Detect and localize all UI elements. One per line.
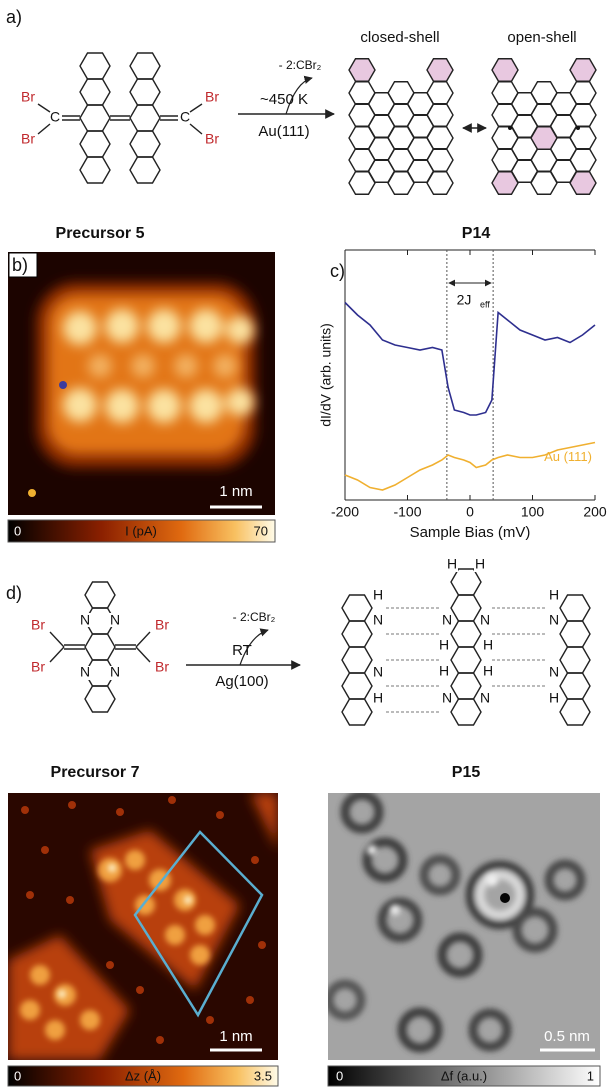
- structure-label: closed-shell: [360, 29, 439, 46]
- precursor-name: Precursor 5: [56, 225, 145, 242]
- y-axis-label: dI/dV (arb. units): [318, 323, 334, 427]
- atom-label: Br: [31, 659, 45, 675]
- reaction-surface: Au(111): [258, 123, 309, 140]
- closed-shell-structure: [349, 59, 453, 195]
- reaction-surface: Ag(100): [215, 673, 268, 690]
- colorbar-min: 0: [14, 523, 21, 538]
- precursor-7-structure: [50, 582, 150, 712]
- atom-label: H: [447, 556, 457, 572]
- x-tick-label: 200: [583, 504, 607, 520]
- atom-label: Br: [21, 131, 35, 147]
- colorbar-max: 3.5: [254, 1068, 272, 1083]
- x-tick-label: -200: [331, 504, 359, 520]
- atom-label: Br: [205, 89, 219, 105]
- colorbar-label: I (pA): [125, 523, 157, 538]
- atom-label: H: [549, 690, 559, 706]
- precursor-name: Precursor 7: [51, 764, 140, 781]
- data-line: [345, 303, 595, 416]
- gap-label: 2J: [457, 292, 472, 308]
- colorbar-max: 70: [254, 523, 268, 538]
- atom-label: H: [439, 637, 449, 653]
- atom-label: Br: [31, 617, 45, 633]
- panel-label: b): [12, 255, 28, 275]
- atom-label: N: [373, 612, 383, 628]
- colorbar-label: Δf (a.u.): [441, 1068, 487, 1083]
- atom-label: H: [373, 587, 383, 603]
- afm-image: [328, 793, 600, 1060]
- reaction-byproduct: - 2:CBr₂: [233, 610, 276, 624]
- figure: a) d) Br C Br Br C Br - 2:CBr₂ ~450 K Au…: [0, 0, 609, 1089]
- colorbar-max: 1: [587, 1068, 594, 1083]
- didv-plot: -200 -100 0 100 200 Sample Bias (mV) dI/dV (ar…: [318, 250, 607, 541]
- atom-label: N: [549, 612, 559, 628]
- atom-label: H: [439, 663, 449, 679]
- series-label: Au (111): [544, 449, 592, 464]
- atom-label: N: [442, 690, 452, 706]
- stm-current-image: [8, 252, 275, 515]
- atom-label: N: [549, 664, 559, 680]
- reaction-temperature: ~450 K: [260, 91, 308, 108]
- scale-bar-label: 0.5 nm: [544, 1028, 590, 1045]
- atom-label: C: [180, 109, 190, 125]
- scale-bar-label: 1 nm: [219, 483, 252, 500]
- panel-label: d): [6, 583, 22, 603]
- atom-label: H: [549, 587, 559, 603]
- atom-label: N: [480, 690, 490, 706]
- atom-label: Br: [155, 617, 169, 633]
- atom-label: H: [475, 556, 485, 572]
- atom-label: H: [373, 690, 383, 706]
- atom-label: H: [483, 663, 493, 679]
- atom-label: Br: [155, 659, 169, 675]
- reaction-temperature: RT: [232, 642, 252, 659]
- atom-label: N: [80, 664, 90, 680]
- product-name: P15: [452, 764, 481, 781]
- atom-label: Br: [21, 89, 35, 105]
- x-tick-label: -100: [393, 504, 421, 520]
- gap-label-subscript: eff: [480, 299, 490, 309]
- atom-label: N: [442, 612, 452, 628]
- atom-label: H: [483, 637, 493, 653]
- atom-label: N: [110, 612, 120, 628]
- atom-label: Br: [205, 131, 219, 147]
- reaction-byproduct: - 2:CBr₂: [279, 58, 322, 72]
- atom-label: C: [50, 109, 60, 125]
- x-axis-label: Sample Bias (mV): [410, 524, 531, 541]
- atom-label: N: [80, 612, 90, 628]
- panel-label: a): [6, 7, 22, 27]
- panel-label: c): [330, 261, 345, 281]
- atom-label: N: [373, 664, 383, 680]
- atom-label: N: [110, 664, 120, 680]
- precursor-5-structure: [38, 53, 202, 183]
- x-tick-label: 100: [521, 504, 545, 520]
- structure-label: open-shell: [507, 29, 576, 46]
- open-shell-structure: [492, 59, 596, 195]
- product-name: P14: [462, 225, 491, 242]
- scale-bar-label: 1 nm: [219, 1028, 252, 1045]
- colorbar-min: 0: [336, 1068, 343, 1083]
- atom-label: N: [480, 612, 490, 628]
- stm-topography-image: [8, 793, 278, 1060]
- x-tick-label: 0: [466, 504, 474, 520]
- colorbar-min: 0: [14, 1068, 21, 1083]
- colorbar-label: Δz (Å): [125, 1068, 161, 1083]
